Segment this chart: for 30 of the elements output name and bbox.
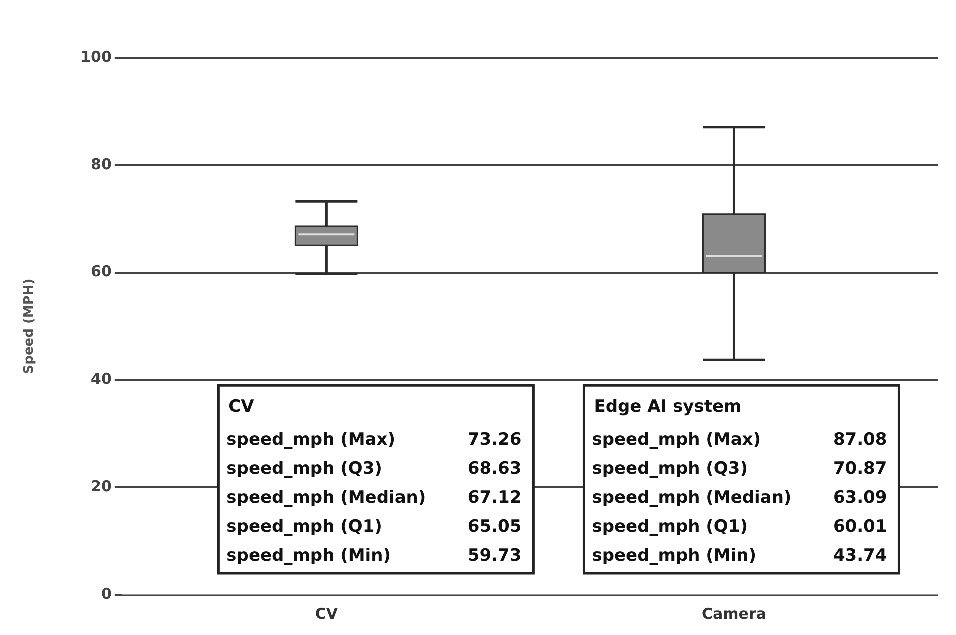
annotation: speed_mph (Q1) bbox=[226, 516, 382, 537]
annotation: speed_mph (Min) bbox=[592, 546, 757, 566]
annotation: 70.87 bbox=[833, 458, 888, 479]
annotation: speed_mph (Min) bbox=[226, 546, 391, 566]
annotation: speed_mph (Max) bbox=[592, 430, 762, 450]
y-tick-label: 40 bbox=[91, 370, 112, 388]
y-axis-title: Speed (MPH) bbox=[22, 278, 38, 374]
y-tick-label: 100 bbox=[80, 48, 112, 66]
x-tick-label: Camera bbox=[702, 604, 766, 623]
annotation: 60.01 bbox=[833, 516, 888, 537]
annotation: speed_mph (Median) bbox=[592, 488, 792, 508]
annotation: 87.08 bbox=[833, 430, 888, 450]
annotation: 63.09 bbox=[833, 488, 888, 508]
annotation: 65.05 bbox=[468, 516, 522, 537]
annotation: speed_mph (Median) bbox=[226, 488, 426, 508]
annotation: Edge AI system bbox=[594, 396, 742, 417]
annotation: 67.12 bbox=[468, 488, 522, 508]
annotation: 43.74 bbox=[833, 546, 888, 566]
annotation: 59.73 bbox=[468, 546, 522, 566]
annotation: speed_mph (Q3) bbox=[226, 458, 382, 479]
annotation: 73.26 bbox=[468, 430, 522, 450]
y-tick-label: 60 bbox=[91, 262, 112, 281]
annotation: CV bbox=[228, 396, 256, 417]
y-tick-label: 20 bbox=[91, 477, 112, 496]
y-tick-label: 0 bbox=[101, 584, 112, 603]
annotation: 68.63 bbox=[468, 458, 522, 479]
annotation: speed_mph (Q1) bbox=[592, 516, 748, 537]
annotation: speed_mph (Max) bbox=[226, 430, 396, 450]
annotation: speed_mph (Q3) bbox=[592, 458, 748, 479]
y-tick-label: 80 bbox=[91, 155, 112, 174]
